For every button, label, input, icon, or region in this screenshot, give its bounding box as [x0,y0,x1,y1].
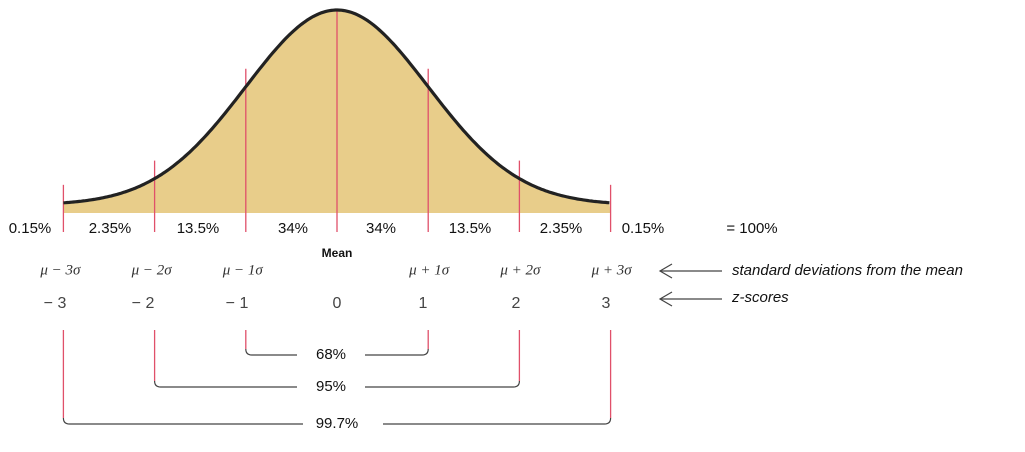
sigma-label: μ + 3σ [591,262,633,278]
region-label: 13.5% [177,220,220,237]
sigma-label: μ + 1σ [408,262,450,278]
region-label: 2.35% [540,220,583,237]
annotation: standard deviations from the mean [732,262,963,279]
mean-label: Mean [322,246,353,260]
bracket-label: 68% [316,346,346,363]
z-score: 0 [333,295,342,312]
annotation: z-scores [731,289,789,306]
arrows [658,263,722,307]
bell-curve [63,8,610,205]
sigma-label: μ − 2σ [131,262,173,278]
region-label: 0.15% [622,220,665,237]
bracket [154,380,520,388]
sigma-label: μ + 2σ [499,262,541,278]
z-score: 3 [602,295,611,312]
region-label: 2.35% [89,220,132,237]
sigma-label: μ − 1σ [222,262,264,278]
region-label: 0.15% [9,220,52,237]
z-score: − 2 [132,295,155,312]
bracket [62,417,612,425]
z-score: 2 [512,295,521,312]
z-score: 1 [419,295,428,312]
total-label: = 100% [726,220,777,237]
bracket-label: 99.7% [316,415,359,432]
bracket-label: 95% [316,378,346,395]
z-score: − 3 [44,295,67,312]
sigma-label: μ − 3σ [39,262,81,278]
region-label: 13.5% [449,220,492,237]
region-label: 34% [366,220,396,237]
region-label: 34% [278,220,308,237]
z-score: − 1 [226,295,249,312]
bracket [245,348,429,356]
